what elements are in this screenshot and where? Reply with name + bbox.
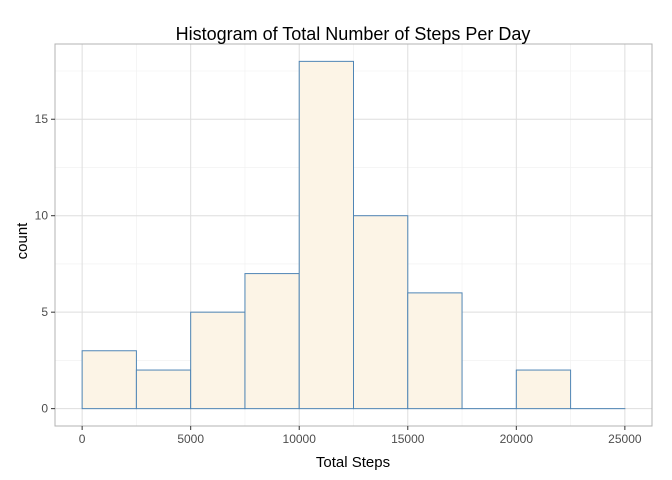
x-axis-ticks: 0 5000 10000 15000 20000 25000 xyxy=(79,426,642,446)
histogram-bar-6 xyxy=(407,292,463,410)
histogram-bar-2 xyxy=(190,311,246,410)
x-tick-label: 5000 xyxy=(177,432,204,446)
x-tick-label: 15000 xyxy=(391,432,425,446)
x-tick-label: 10000 xyxy=(283,432,317,446)
histogram-bar-1 xyxy=(135,369,192,410)
chart-title: Histogram of Total Number of Steps Per D… xyxy=(176,24,531,44)
y-tick-label: 10 xyxy=(35,209,49,223)
histogram-bar-3 xyxy=(244,273,300,410)
x-tick-label: 20000 xyxy=(500,432,534,446)
x-tick-label: 25000 xyxy=(608,432,642,446)
y-axis-title: count xyxy=(14,222,31,260)
y-tick-label: 0 xyxy=(41,402,48,416)
histogram-bars xyxy=(81,60,626,410)
histogram-bar-5 xyxy=(353,215,409,410)
x-tick-label: 0 xyxy=(79,432,86,446)
histogram-bar-0 xyxy=(81,350,137,410)
histogram-bar-4 xyxy=(298,60,354,410)
histogram-bar-8 xyxy=(515,369,572,410)
panel-border xyxy=(54,43,653,427)
y-axis-ticks: 0 5 10 15 xyxy=(35,112,55,416)
y-tick-label: 5 xyxy=(41,305,48,319)
y-tick-label: 15 xyxy=(35,112,49,126)
x-axis-title: Total Steps xyxy=(316,454,390,471)
